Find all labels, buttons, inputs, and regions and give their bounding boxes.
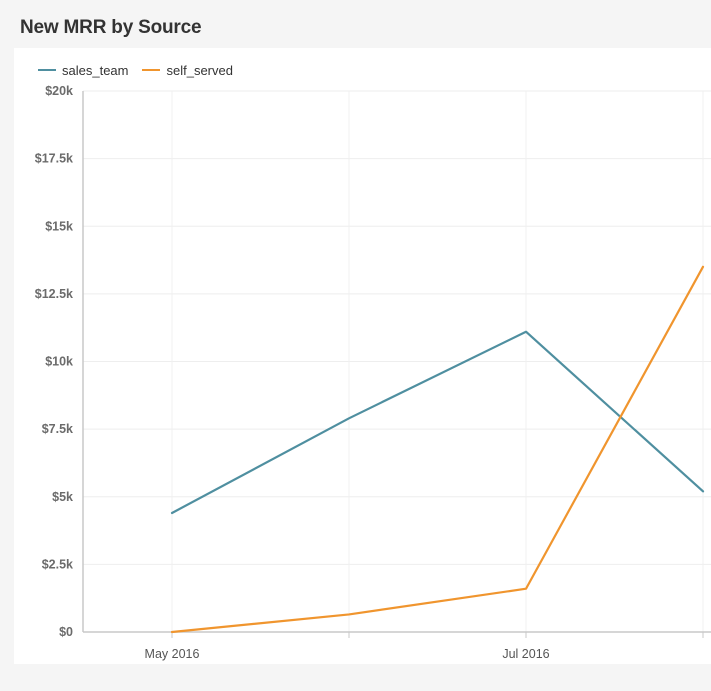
y-tick-label: $2.5k <box>42 557 73 571</box>
y-tick-label: $12.5k <box>35 287 73 301</box>
legend-swatch-self-served <box>142 69 161 71</box>
x-tick-label: May 2016 <box>145 647 200 661</box>
y-tick-label: $5k <box>52 490 73 504</box>
series-line-sales-team <box>170 330 705 515</box>
y-tick-label: $20k <box>45 84 73 98</box>
legend-label-self-served: self_served <box>166 62 233 78</box>
y-tick-label: $7.5k <box>42 422 73 436</box>
chart-title: New MRR by Source <box>20 17 202 38</box>
legend: sales_team self_served <box>38 62 247 78</box>
legend-item-self-served[interactable]: self_served <box>142 62 233 78</box>
legend-label-sales-team: sales_team <box>62 62 129 78</box>
y-tick-label: $17.5k <box>35 152 73 166</box>
legend-item-sales-team[interactable]: sales_team <box>38 63 128 78</box>
y-tick-label: $10k <box>45 355 73 369</box>
y-tick-label: $0 <box>59 625 73 639</box>
x-tick-label: Jul 2016 <box>502 647 549 661</box>
y-tick-label: $15k <box>45 219 73 233</box>
legend-swatch-sales-team <box>38 69 56 71</box>
series-line-self-served <box>170 265 705 634</box>
chart-panel <box>14 48 711 664</box>
